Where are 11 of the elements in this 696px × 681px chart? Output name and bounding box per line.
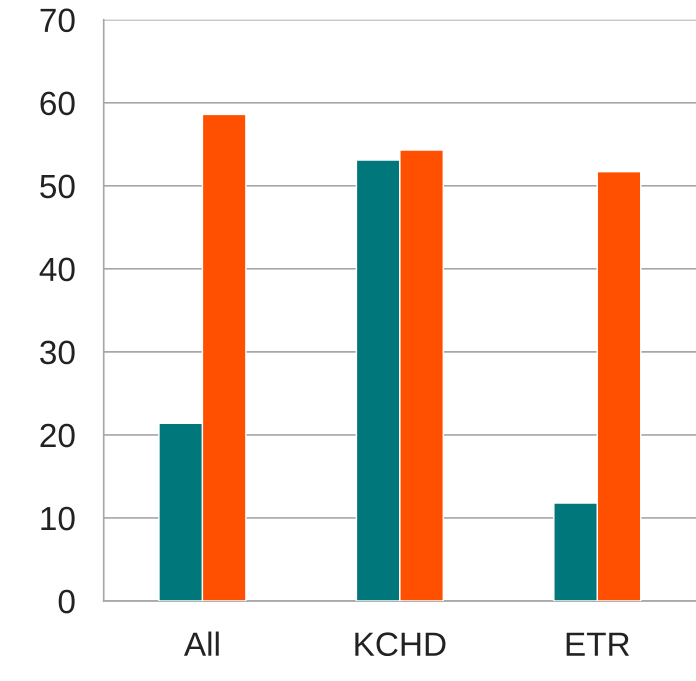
y-tick-label: 20 [40,424,75,448]
y-tick-label: 30 [40,340,75,364]
y-tick-label: 40 [40,258,75,282]
y-tick-label: 60 [40,92,75,116]
y-tick-label: 0 [58,590,75,614]
y-tick-label: 70 [40,8,75,32]
x-tick-label: All [184,632,219,656]
y-tick-label: 10 [41,506,75,530]
x-tick-label: ETR [566,632,630,656]
x-tick-label: KCHD [355,632,446,656]
y-tick-label: 50 [40,174,75,198]
